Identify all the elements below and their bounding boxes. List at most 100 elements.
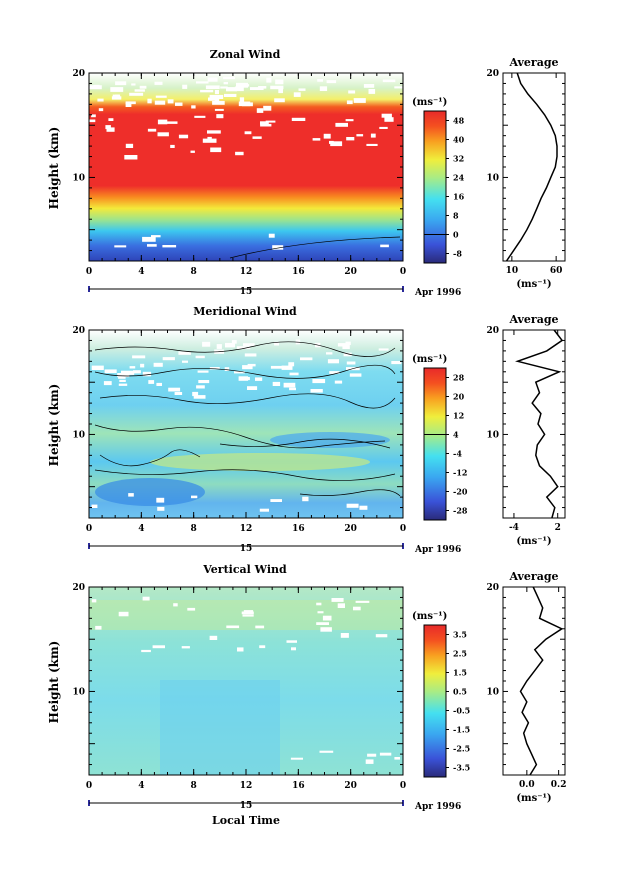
zonal-gap-75 [379, 126, 388, 129]
zonal-colorbar-label-2: 32 [453, 154, 464, 164]
zonal-gap-92 [106, 127, 115, 132]
vertical-xtick-label-6: 0 [400, 781, 406, 791]
meridional-profile-xtick-label-0: -4 [509, 523, 519, 533]
vertical-gap-8 [95, 625, 102, 630]
zonal-colorbar-label-3: 24 [453, 173, 465, 183]
meridional-data-gaps [91, 339, 402, 512]
meridional-colorbar-label-4: -4 [453, 449, 462, 459]
zonal-zero-contour [229, 236, 401, 259]
zonal-gap-81 [265, 120, 276, 123]
meridional-positive-band [150, 453, 370, 471]
vertical-gap-3 [355, 600, 370, 603]
meridional-gap-33 [288, 362, 295, 367]
meridional-gap-63 [378, 348, 389, 351]
meridional-gap-9 [192, 391, 199, 397]
meridional-gap-79 [91, 504, 98, 508]
vertical-day-label: 15 [240, 801, 253, 811]
zonal-gap-71 [323, 133, 331, 139]
zonal-xtick-label-0: 0 [86, 267, 92, 277]
meridional-profile-ytick-label-0: 20 [486, 326, 499, 336]
vertical-ytick-label-0: 20 [72, 583, 85, 593]
meridional-gap-69 [243, 377, 250, 381]
zonal-title: Zonal Wind [210, 48, 281, 61]
vertical-colorbar-label-3: 0.5 [453, 687, 467, 697]
zonal-xtick-label-6: 0 [400, 267, 406, 277]
meridional-gap-23 [247, 386, 258, 390]
zonal-gap-74 [252, 136, 262, 139]
zonal-gap-85 [235, 151, 244, 156]
vertical-colorbar-label-1: 2.5 [453, 649, 467, 659]
zonal-gap-40 [270, 85, 284, 90]
zonal-gap-100 [164, 121, 178, 124]
zonal-gap-99 [366, 143, 378, 146]
zonal-gap-7 [115, 81, 127, 86]
zonal-colorbar-label-1: 40 [453, 135, 465, 145]
meridional-gap-34 [310, 389, 323, 393]
vertical-gap-18 [331, 598, 344, 602]
vertical-gap-27 [243, 610, 254, 613]
meridional-gap-1 [326, 352, 333, 355]
vertical-gap-14 [337, 603, 345, 608]
meridional-gap-32 [103, 381, 112, 386]
zonal-gap-46 [129, 92, 144, 96]
zonal-gap-76 [263, 105, 272, 111]
zonal-gap-98 [202, 138, 217, 143]
zonal-gap-80 [384, 117, 394, 122]
meridional-colorbar-label-6: -20 [453, 487, 468, 497]
vertical-downdraft-region [160, 680, 280, 775]
zonal-gap-69 [345, 119, 354, 122]
meridional-xtick-label-5: 20 [344, 524, 357, 534]
meridional-gap-19 [329, 371, 340, 374]
zonal-gap-70 [89, 119, 96, 123]
vertical-profile-xlabel: (ms⁻¹) [516, 793, 551, 804]
zonal-gap-44 [134, 89, 145, 92]
vertical-gap-4 [118, 611, 129, 617]
zonal-gap-35 [278, 88, 283, 94]
meridional-gap-73 [346, 503, 359, 508]
meridional-gap-58 [118, 376, 126, 379]
zonal-colorbar: (ms⁻¹) 48 40 32 24 16 8 0 -8 [412, 97, 465, 264]
vertical-gap-21 [317, 611, 324, 614]
meridional-gap-49 [349, 373, 362, 377]
zonal-gap-51 [175, 102, 183, 106]
meridional-gap-8 [91, 365, 104, 370]
meridional-gap-25 [174, 392, 183, 395]
vertical-gap-30 [290, 757, 303, 760]
meridional-gap-16 [238, 376, 249, 381]
zonal-gap-93 [312, 138, 321, 141]
zonal-gap-83 [381, 113, 392, 118]
vertical-profile-ytick-label-1: 10 [486, 687, 499, 697]
meridional-xtick-label-3: 12 [240, 524, 253, 534]
meridional-gap-78 [359, 505, 368, 510]
zonal-data-gaps [89, 76, 403, 250]
zonal-gap-24 [223, 76, 235, 80]
vertical-profile: Average 20 10 0.0 0.2(ms⁻¹) [486, 570, 566, 804]
zonal-gap-11 [154, 81, 163, 85]
meridional-gap-20 [236, 346, 251, 350]
zonal-gap-60 [157, 119, 168, 125]
meridional-gap-56 [104, 369, 117, 374]
zonal-gap-96 [291, 117, 306, 121]
vertical-gap-22 [152, 645, 165, 649]
meridional-gap-59 [281, 365, 293, 370]
zonal-ytick-label-1: 10 [72, 173, 85, 183]
meridional-gap-53 [118, 383, 128, 386]
zonal-gap-47 [167, 99, 174, 104]
zonal-xtick-label-4: 16 [292, 267, 305, 277]
meridional-gap-61 [119, 379, 126, 382]
zonal-gap-73 [147, 128, 157, 132]
vertical-gap-33 [365, 759, 374, 764]
vertical-profile-xtick-label-1: 0.2 [551, 780, 567, 790]
zonal-gap-23 [239, 97, 245, 103]
meridional-gap-50 [121, 370, 135, 375]
vertical-profile-ytick-label-0: 20 [486, 583, 499, 593]
zonal-gap-110 [162, 245, 177, 248]
zonal-gap-88 [170, 144, 175, 148]
zonal-gap-50 [223, 82, 228, 85]
zonal-profile-title: Average [508, 56, 558, 69]
meridional-ytick-label-1: 10 [72, 430, 85, 440]
